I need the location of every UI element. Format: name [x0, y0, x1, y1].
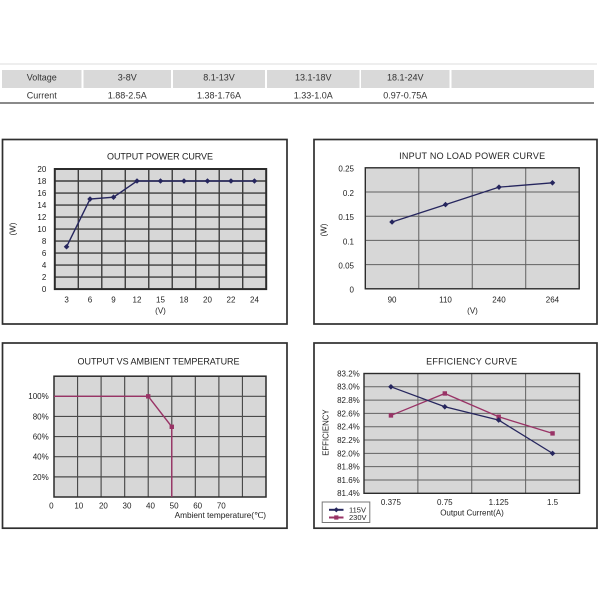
svg-text:0.2: 0.2 — [343, 189, 355, 198]
svg-text:230V: 230V — [349, 513, 367, 522]
svg-text:0: 0 — [49, 501, 54, 510]
svg-text:0.05: 0.05 — [338, 262, 354, 271]
svg-text:81.4%: 81.4% — [337, 489, 360, 498]
svg-text:1.5: 1.5 — [547, 498, 559, 507]
svg-text:8: 8 — [42, 237, 47, 246]
svg-text:20: 20 — [203, 295, 212, 304]
svg-text:0.25: 0.25 — [338, 165, 354, 174]
svg-text:3: 3 — [64, 295, 69, 304]
svg-text:110: 110 — [439, 295, 452, 304]
svg-text:14: 14 — [37, 201, 46, 210]
svg-text:20%: 20% — [33, 473, 49, 482]
svg-text:12: 12 — [37, 213, 46, 222]
svg-text:70: 70 — [217, 501, 226, 510]
svg-text:22: 22 — [227, 295, 236, 304]
svg-text:OUTPUT POWER CURVE: OUTPUT POWER CURVE — [107, 151, 213, 161]
svg-text:3-8V: 3-8V — [118, 73, 137, 83]
svg-text:60: 60 — [193, 501, 202, 510]
svg-text:82.0%: 82.0% — [337, 449, 360, 458]
svg-text:OUTPUT VS AMBIENT TEMPERATURE: OUTPUT VS AMBIENT TEMPERATURE — [78, 357, 240, 367]
svg-text:6: 6 — [42, 249, 47, 258]
svg-text:(W): (W) — [320, 223, 329, 236]
svg-text:83.0%: 83.0% — [337, 383, 360, 392]
svg-text:Output Current(A): Output Current(A) — [440, 509, 504, 518]
svg-text:18: 18 — [180, 295, 189, 304]
svg-text:0: 0 — [42, 285, 47, 294]
svg-text:18.1-24V: 18.1-24V — [387, 73, 424, 83]
svg-text:82.6%: 82.6% — [337, 409, 360, 418]
svg-text:0: 0 — [350, 286, 355, 295]
svg-text:(W): (W) — [9, 222, 18, 235]
svg-text:24: 24 — [250, 295, 259, 304]
svg-text:1.33-1.0A: 1.33-1.0A — [294, 90, 333, 100]
svg-text:60%: 60% — [33, 433, 49, 442]
svg-text:4: 4 — [42, 261, 47, 270]
svg-text:INPUT NO LOAD POWER CURVE: INPUT NO LOAD POWER CURVE — [399, 151, 545, 161]
svg-text:40%: 40% — [33, 453, 49, 462]
svg-text:EFFICIENCY CURVE: EFFICIENCY CURVE — [426, 357, 517, 367]
svg-text:20: 20 — [99, 501, 108, 510]
svg-text:13.1-18V: 13.1-18V — [295, 73, 332, 83]
svg-text:6: 6 — [88, 295, 93, 304]
svg-text:1.125: 1.125 — [489, 498, 510, 507]
svg-text:50: 50 — [170, 501, 179, 510]
svg-text:8.1-13V: 8.1-13V — [203, 73, 235, 83]
svg-text:18: 18 — [37, 177, 46, 186]
svg-text:0.97-0.75A: 0.97-0.75A — [383, 90, 427, 100]
svg-text:90: 90 — [388, 295, 397, 304]
svg-text:(V): (V) — [467, 306, 478, 315]
svg-text:81.8%: 81.8% — [337, 463, 360, 472]
svg-text:80%: 80% — [33, 412, 49, 421]
svg-text:81.6%: 81.6% — [337, 476, 360, 485]
svg-text:83.2%: 83.2% — [337, 369, 360, 378]
svg-text:Ambient temperature(℃): Ambient temperature(℃) — [175, 510, 267, 520]
svg-text:82.2%: 82.2% — [337, 436, 360, 445]
svg-text:0.75: 0.75 — [437, 498, 453, 507]
svg-text:40: 40 — [146, 501, 155, 510]
svg-text:82.8%: 82.8% — [337, 396, 360, 405]
svg-text:0.15: 0.15 — [338, 213, 354, 222]
svg-text:Voltage: Voltage — [27, 73, 57, 83]
svg-text:0.375: 0.375 — [381, 498, 402, 507]
svg-text:EFFICIENCY: EFFICIENCY — [322, 409, 331, 456]
svg-text:264: 264 — [546, 295, 560, 304]
svg-text:10: 10 — [74, 501, 83, 510]
svg-text:30: 30 — [123, 501, 132, 510]
svg-text:2: 2 — [42, 273, 47, 282]
svg-text:(V): (V) — [155, 307, 166, 316]
svg-text:1.88-2.5A: 1.88-2.5A — [108, 90, 147, 100]
svg-text:10: 10 — [37, 225, 46, 234]
svg-text:15: 15 — [156, 295, 165, 304]
svg-text:0.1: 0.1 — [343, 237, 355, 246]
svg-text:115V: 115V — [349, 505, 366, 514]
svg-text:100%: 100% — [28, 392, 48, 401]
svg-text:1.38-1.76A: 1.38-1.76A — [197, 90, 241, 100]
svg-text:82.4%: 82.4% — [337, 423, 360, 432]
svg-text:16: 16 — [37, 189, 46, 198]
svg-text:9: 9 — [111, 295, 116, 304]
svg-text:20: 20 — [37, 165, 46, 174]
svg-text:240: 240 — [492, 295, 506, 304]
svg-text:Current: Current — [27, 90, 58, 100]
svg-text:12: 12 — [133, 295, 142, 304]
